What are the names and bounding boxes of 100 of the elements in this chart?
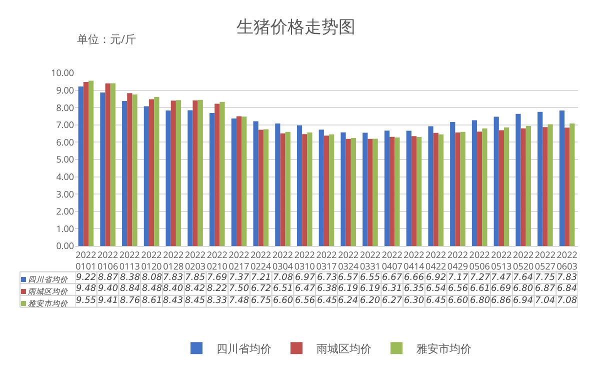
bar [122,101,128,246]
bar [372,138,378,246]
x-tick-label: 20220429 [447,248,468,272]
bar [127,93,132,246]
y-tick-label: 5.00 [56,152,74,166]
data-label: 6.80 [470,296,490,306]
data-label: 7.08 [557,296,578,306]
y-tick-label: 10.00 [51,66,74,80]
bar [188,110,193,246]
data-label: 6.54 [426,284,446,294]
bar [242,116,247,246]
x-tick-label: 20220506 [469,248,490,272]
x-tick-label: 20220224 [250,248,272,272]
data-label: 6.61 [470,284,490,294]
bar [368,138,373,246]
data-label: 7.47 [491,273,512,283]
data-label: 6.45 [426,296,446,306]
y-tick-label: 7.00 [56,118,74,132]
bar [100,92,106,246]
x-tick-label: 20220113 [119,248,140,272]
bar [148,99,154,246]
data-label: 7.37 [229,273,250,283]
bar [231,118,236,246]
bar [526,126,531,246]
x-tick-label: 20220217 [228,248,250,272]
data-label: 6.60 [448,296,468,306]
data-label: 7.27 [470,273,490,283]
bar [192,100,198,246]
data-label: 7.85 [185,273,206,283]
bar [494,116,499,246]
y-tick-label: 3.00 [56,187,74,200]
bar [176,100,182,246]
data-label: 6.73 [317,273,338,283]
data-label: 8.76 [120,296,140,306]
bar [362,132,368,246]
bar [384,130,390,246]
bar [296,125,302,246]
bar [144,106,149,246]
data-label: 6.57 [338,273,358,283]
bar [253,121,258,246]
bar [318,130,324,246]
bar [472,120,478,246]
bar [504,127,510,246]
data-label: 6.80 [513,284,534,294]
data-label: 8.08 [142,273,162,283]
bar [285,132,290,246]
bar [428,126,434,246]
x-tick-label: 20220527 [534,248,556,272]
x-tick-label: 20220422 [426,248,446,272]
x-tick-label: 20220513 [491,248,512,272]
bar [110,83,116,246]
bar [460,132,466,246]
data-label: 7.21 [251,273,272,283]
data-label: 6.38 [317,284,338,294]
data-label: 8.38 [120,273,140,283]
data-label: 6.24 [338,296,358,306]
bar [88,80,94,246]
x-tick-label: 20220203 [184,248,206,272]
x-tick-label: 20220603 [556,248,578,272]
bar [154,97,160,246]
bar [438,134,444,246]
bar [559,110,565,246]
data-label: 6.51 [273,284,294,294]
data-label: 6.69 [491,284,512,294]
data-label: 7.69 [207,273,228,283]
data-label: 6.20 [360,296,380,306]
bar [210,112,215,246]
bar [280,133,286,246]
data-label: 8.84 [120,284,140,294]
data-label: 8.61 [142,296,162,306]
bar [416,137,422,246]
data-label: 7.08 [273,273,294,283]
y-axis-title: 单位：元/斤 [77,32,136,47]
bar [570,124,575,246]
data-label: 6.94 [513,296,534,306]
x-tick-label: 20220520 [513,248,534,272]
bar [220,102,225,246]
x-tick-label: 20220120 [141,248,162,272]
bar [538,112,543,246]
data-label: 8.45 [185,296,206,306]
data-label: 7.75 [535,273,556,283]
data-label: 6.86 [491,296,512,306]
data-label: 6.97 [295,273,316,283]
bar [340,132,346,246]
bar [307,132,312,246]
bar [105,83,110,246]
data-label: 6.72 [251,284,272,294]
data-label: 7.48 [229,296,250,306]
bar [542,127,548,246]
x-tick-label: 20220324 [338,248,359,272]
y-tick-label: 9.00 [56,83,74,96]
data-label: 6.47 [295,284,316,294]
bar [450,122,456,246]
bar [455,132,460,246]
data-label: 8.42 [185,284,206,294]
x-tick-label: 20220128 [163,248,184,272]
bar [198,100,203,246]
data-label: 7.50 [229,284,250,294]
data-label: 8.22 [207,284,228,294]
data-label: 6.87 [535,284,556,294]
